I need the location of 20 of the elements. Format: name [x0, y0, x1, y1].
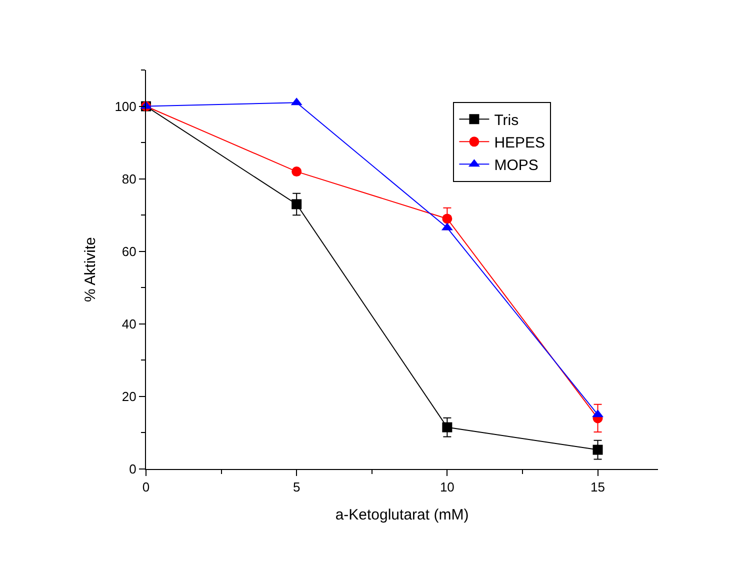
point: [442, 422, 452, 432]
x-axis-title: a-Ketoglutarat (mM): [335, 506, 469, 524]
y-axis-title: % Aktivite: [82, 236, 99, 302]
point: [442, 214, 452, 224]
y-tick-label: 100: [114, 98, 136, 114]
y-tick-label: 40: [122, 316, 136, 332]
legend-label: MOPS: [494, 157, 538, 174]
point: [592, 444, 603, 455]
y-tick-label: 0: [129, 462, 136, 477]
x-tick-label: 5: [292, 480, 300, 495]
point: [292, 166, 302, 177]
y-tick-label: 20: [122, 389, 136, 404]
legend-label: HEPES: [494, 134, 546, 152]
x-tick-label: 15: [590, 480, 605, 495]
legend-label: Tris: [494, 112, 519, 130]
y-tick-label: 60: [122, 244, 136, 259]
x-tick-label: 0: [142, 480, 150, 495]
x-tick-label: 10: [440, 480, 454, 495]
point: [292, 199, 302, 210]
y-tick-label: 80: [122, 171, 136, 186]
